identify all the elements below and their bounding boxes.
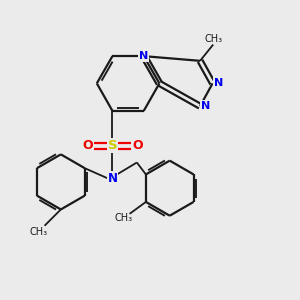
- Text: CH₃: CH₃: [205, 34, 223, 44]
- Text: CH₃: CH₃: [29, 227, 47, 237]
- Text: O: O: [82, 140, 93, 152]
- Text: CH₃: CH₃: [114, 213, 132, 223]
- Text: S: S: [108, 140, 117, 152]
- Text: N: N: [139, 51, 148, 61]
- Text: N: N: [107, 172, 118, 185]
- Text: O: O: [132, 140, 143, 152]
- Text: N: N: [201, 101, 210, 111]
- Text: N: N: [214, 78, 223, 88]
